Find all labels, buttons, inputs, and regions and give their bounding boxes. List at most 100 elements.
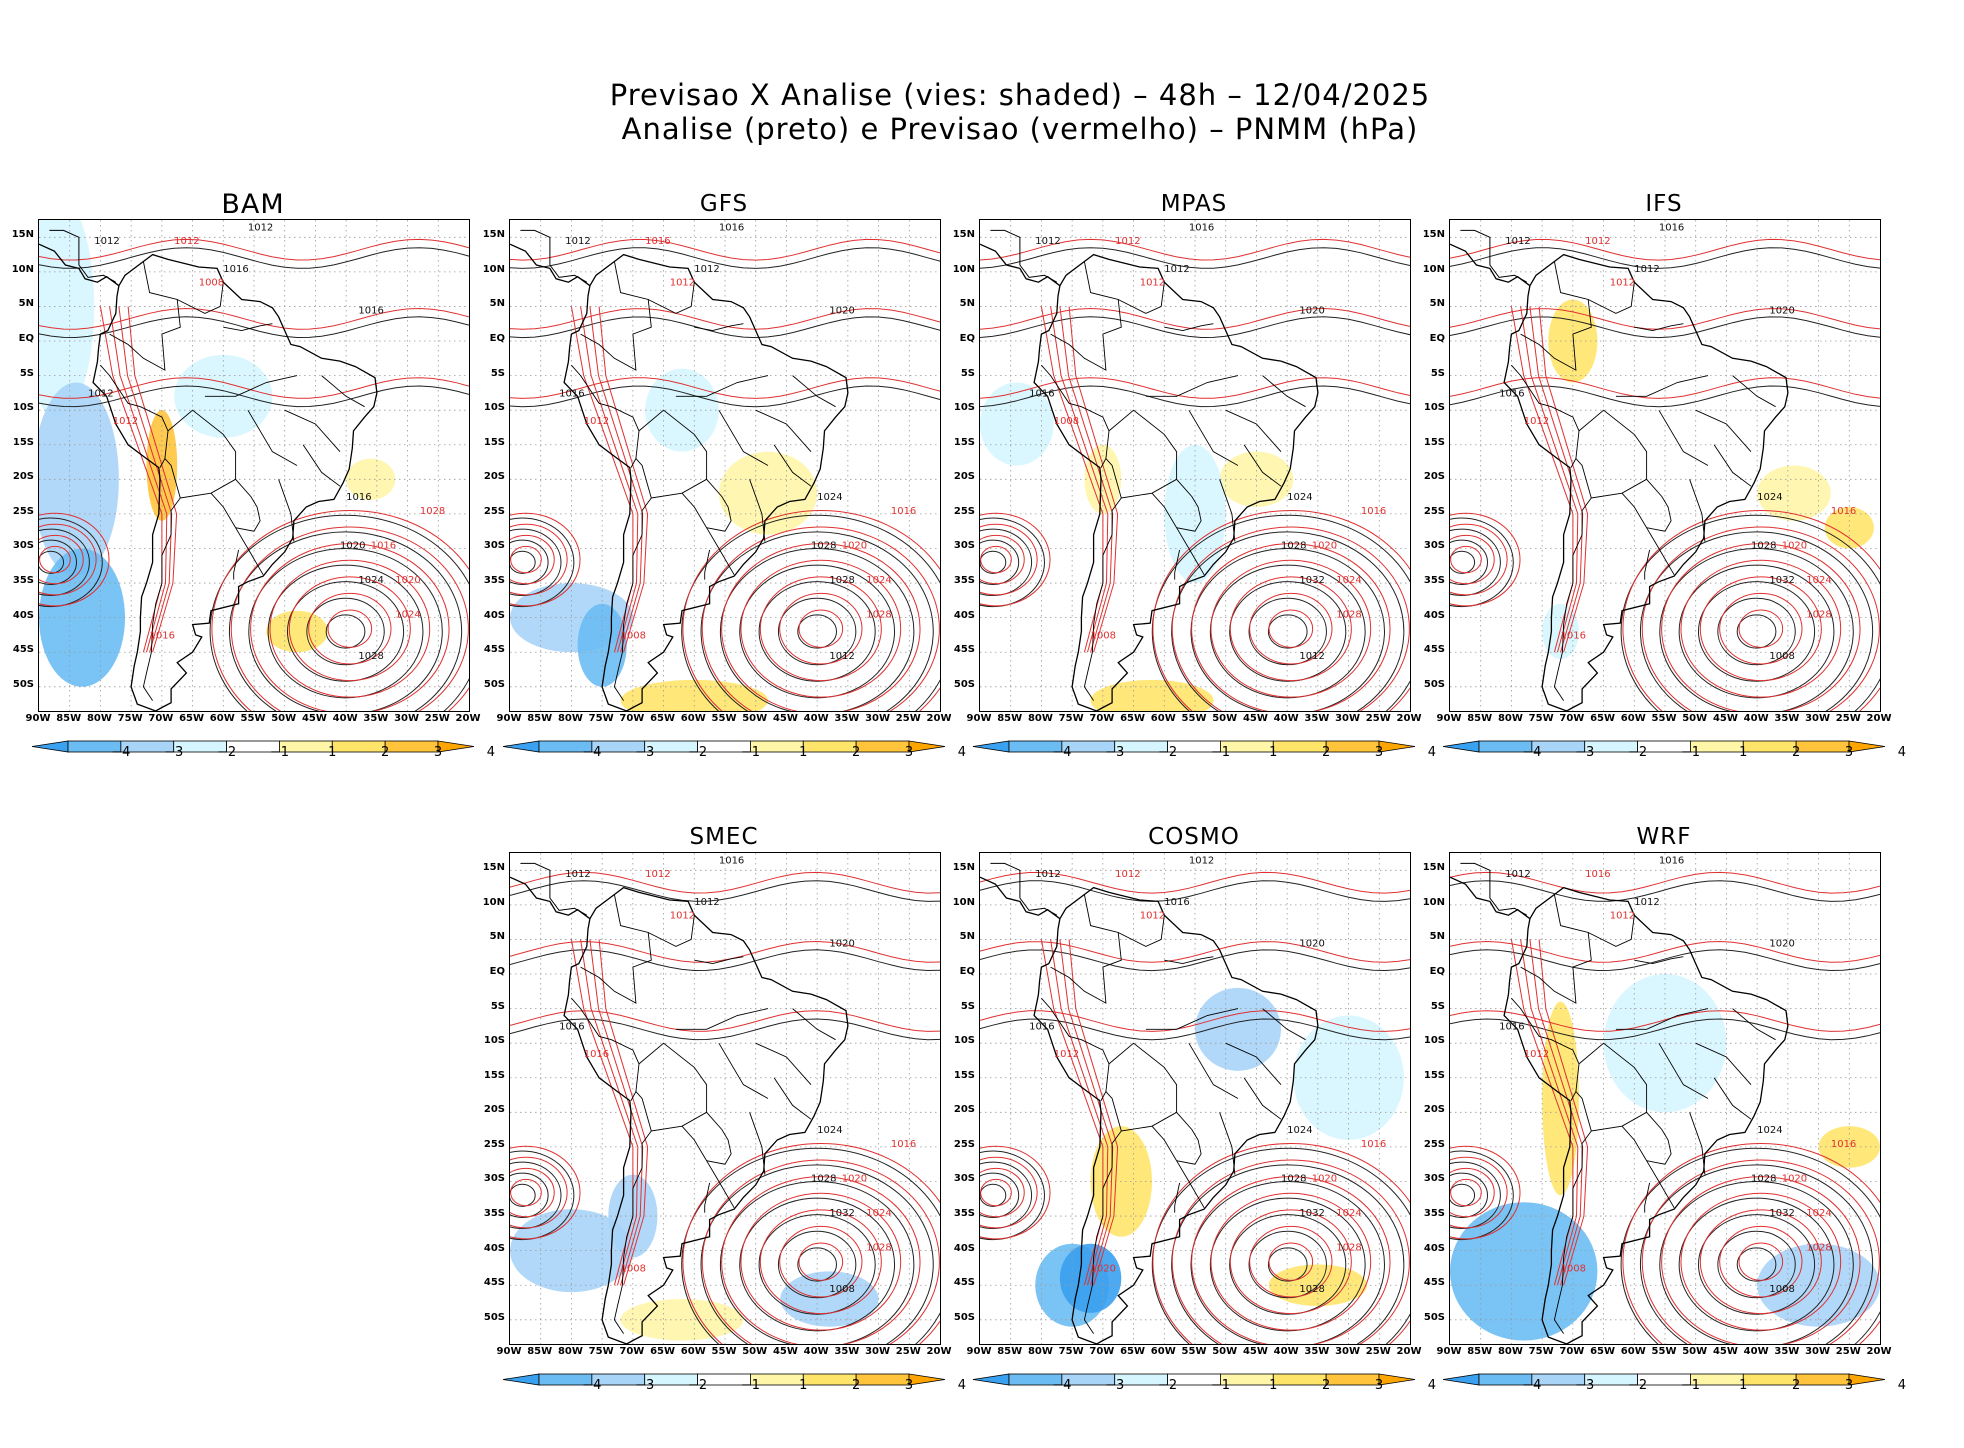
colorbar xyxy=(972,740,1416,753)
colorbar-tick-label: −4 xyxy=(111,745,131,760)
lon-label: 45W xyxy=(1242,713,1268,724)
lat-label: 5N xyxy=(489,931,505,943)
lat-label: 5S xyxy=(1430,1000,1445,1012)
lon-label: 30W xyxy=(1805,713,1831,724)
isobar-label-forecast: 1020 xyxy=(842,1173,867,1184)
colorbar-arrow-low xyxy=(972,740,1010,753)
isobar-label-analysis: 1008 xyxy=(829,1284,854,1295)
lon-label: 45W xyxy=(1242,1346,1268,1357)
isobar-label-analysis: 1012 xyxy=(94,236,119,247)
lon-label: 40W xyxy=(803,713,829,724)
isobar-label-analysis: 1016 xyxy=(346,492,371,503)
lon-label: 40W xyxy=(1273,1346,1299,1357)
lon-label: 45W xyxy=(301,713,327,724)
isobar-label-analysis: 1008 xyxy=(1769,651,1794,662)
colorbar-tick-label: 2 xyxy=(1322,1378,1331,1393)
model-name: MPAS xyxy=(1160,191,1228,217)
lat-label: 5N xyxy=(1429,298,1445,310)
colorbar-tick-label: −1 xyxy=(740,1378,761,1393)
isobar-label-forecast: 1020 xyxy=(842,540,867,551)
isobar-label-forecast: 1028 xyxy=(420,506,445,517)
colorbar xyxy=(502,1373,946,1386)
map-area[interactable]: 1012 1016 1012 1020 1016 1024 1028 1032 1012 1012… xyxy=(979,219,1411,712)
isobar-label-analysis: 1012 xyxy=(88,388,113,399)
map-area[interactable]: 1012 1016 1012 1020 1016 1024 1028 1032 1008 1012… xyxy=(1449,219,1881,712)
isobar-label-forecast: 1028 xyxy=(1806,610,1831,621)
lat-label: 40S xyxy=(12,609,34,621)
isobar-label-analysis: 1016 xyxy=(559,388,584,399)
lat-label: EQ xyxy=(489,333,505,345)
model-name: WRF xyxy=(1636,824,1692,850)
isobar-label-forecast: 1016 xyxy=(1361,1139,1386,1150)
lat-label: 40S xyxy=(953,609,975,621)
colorbar-tick-label: 3 xyxy=(904,1378,914,1393)
isobar-label-analysis: 1008 xyxy=(1769,1284,1794,1295)
lon-label: 30W xyxy=(865,1346,891,1357)
lat-label: 15N xyxy=(482,862,505,874)
lon-label: 65W xyxy=(650,1346,676,1357)
lon-label: 25W xyxy=(895,1346,921,1357)
lat-label: 10N xyxy=(482,263,505,275)
colorbar-tick-label: 3 xyxy=(904,745,914,760)
lon-label: 25W xyxy=(424,713,450,724)
isobar-label-analysis: 1024 xyxy=(1757,492,1782,503)
isobar-label-analysis: 1024 xyxy=(817,1125,842,1136)
lat-label: 15S xyxy=(12,436,34,448)
lat-label: 15S xyxy=(1423,436,1445,448)
colorbar xyxy=(31,740,475,753)
lon-label: 35W xyxy=(363,713,389,724)
colorbar xyxy=(502,740,946,753)
isobar-label-analysis: 1016 xyxy=(358,305,383,316)
lon-label: 20W xyxy=(926,1346,952,1357)
lat-label: EQ xyxy=(489,966,505,978)
colorbar-tick-label: −3 xyxy=(635,745,655,760)
model-panel-mpas: MPAS 1012 1016 1012 1020 1016 1024 1028 1032 101… xyxy=(949,191,1449,815)
isobar-label-forecast: 1012 xyxy=(1140,911,1165,922)
lat-label: 5S xyxy=(1430,367,1445,379)
isobar-label-forecast: 1016 xyxy=(1831,1139,1856,1150)
lat-label: 15S xyxy=(1423,1069,1445,1081)
lon-label: 35W xyxy=(1774,1346,1800,1357)
lon-label: 65W xyxy=(179,713,205,724)
lon-label: 55W xyxy=(1181,713,1207,724)
isobar-label-analysis: 1012 xyxy=(694,897,719,908)
isobar-label-forecast: 1012 xyxy=(670,911,695,922)
lat-label: 5S xyxy=(490,1000,505,1012)
lon-label: 55W xyxy=(711,713,737,724)
lat-label: 35S xyxy=(483,1208,505,1220)
model-panel-gfs: GFS 1012 1016 1012 1020 1016 1024 1028 1028 1012… xyxy=(479,191,979,815)
lon-label: 80W xyxy=(1497,1346,1523,1357)
isobar-label-analysis: 1020 xyxy=(829,305,854,316)
colorbar-tick-label: 1 xyxy=(1269,1378,1278,1393)
isobar-label-forecast: 1012 xyxy=(1115,236,1140,247)
isobar-label-forecast: 1028 xyxy=(1806,1243,1831,1254)
lon-label: 85W xyxy=(997,1346,1023,1357)
colorbar-tick-label: 2 xyxy=(381,745,390,760)
isobar-label-analysis: 1032 xyxy=(1769,1208,1794,1219)
lat-label: 10N xyxy=(11,263,34,275)
lat-label: 50S xyxy=(483,1311,505,1323)
map-area[interactable]: 1012 1012 1016 1020 1016 1024 1028 1032 1028 1012… xyxy=(979,852,1411,1345)
lat-label: 35S xyxy=(1423,575,1445,587)
isobar-label-forecast: 1016 xyxy=(645,236,670,247)
colorbar-arrow-low xyxy=(502,1373,540,1386)
map-area[interactable]: 1012 1012 1016 1016 1012 1016 1020 1024 1028 1012… xyxy=(38,219,470,712)
lat-label: 25S xyxy=(1423,505,1445,517)
isobar-label-analysis: 1024 xyxy=(358,575,383,586)
colorbar-tick-label: 1 xyxy=(1739,1378,1748,1393)
isobar-label-forecast: 1016 xyxy=(1561,630,1586,641)
isobar-label-analysis: 1020 xyxy=(829,938,854,949)
lat-label: 25S xyxy=(953,1138,975,1150)
isobar-label-analysis: 1012 xyxy=(565,869,590,880)
colorbar-segment xyxy=(1325,740,1380,753)
lat-label: 15N xyxy=(952,229,975,241)
map-area[interactable]: 1012 1016 1012 1020 1016 1024 1028 1032 1008 1012… xyxy=(509,852,941,1345)
lon-label: 70W xyxy=(619,1346,645,1357)
lon-label: 60W xyxy=(680,1346,706,1357)
lon-label: 20W xyxy=(455,713,481,724)
isobar-label-analysis: 1024 xyxy=(1757,1125,1782,1136)
colorbar-arrow-high xyxy=(908,1373,946,1386)
lon-label: 20W xyxy=(926,713,952,724)
map-area[interactable]: 1012 1016 1012 1020 1016 1024 1028 1032 1008 1016… xyxy=(1449,852,1881,1345)
map-area[interactable]: 1012 1016 1012 1020 1016 1024 1028 1028 1012 1016… xyxy=(509,219,941,712)
